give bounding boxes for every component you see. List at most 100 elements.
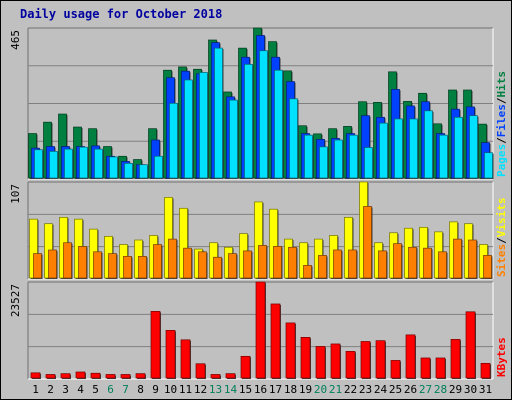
bar-kbytes-day-17 [270, 303, 281, 379]
x-tick-label-day-4: 4 [77, 383, 84, 396]
bar-pages-day-10 [169, 102, 178, 179]
bar-pages-day-12 [199, 72, 208, 179]
bar-pages-day-25 [394, 118, 403, 179]
bar-kbytes-day-1 [30, 372, 41, 379]
page-title: Daily usage for October 2018 [20, 7, 223, 21]
bar-pages-day-29 [454, 116, 463, 179]
bar-sites-day-18 [288, 246, 297, 279]
x-tick-label-day-19: 19 [299, 383, 312, 396]
x-tick-label-day-10: 10 [164, 383, 177, 396]
bar-sites-day-19 [303, 265, 312, 279]
x-tick-label-day-22: 22 [344, 383, 357, 396]
legend-hits: Hits [495, 71, 508, 98]
bar-pages-day-7 [124, 163, 133, 179]
bar-pages-day-5 [94, 148, 103, 179]
bar-sites-day-10 [168, 238, 177, 279]
bar-sites-day-9 [153, 244, 162, 279]
x-tick-label-day-29: 29 [449, 383, 462, 396]
panel-hits-files-pages-ymax-label: 465 [9, 30, 22, 50]
x-tick-label-day-9: 9 [152, 383, 159, 396]
bar-pages-day-30 [469, 115, 478, 179]
bar-kbytes-day-27 [420, 357, 431, 379]
bar-kbytes-day-10 [165, 329, 176, 379]
bar-sites-day-22 [348, 249, 357, 279]
bar-kbytes-day-2 [45, 374, 56, 379]
x-tick-label-day-8: 8 [137, 383, 144, 396]
legend-kbytes: KBytes [495, 337, 508, 377]
bar-sites-day-28 [438, 251, 447, 279]
panel-visits-sites-ymax-label: 107 [9, 184, 22, 204]
bar-kbytes-day-24 [375, 340, 386, 379]
bar-kbytes-day-9 [150, 311, 161, 379]
x-tick-label-day-16: 16 [254, 383, 267, 396]
x-tick-label-day-30: 30 [464, 383, 477, 396]
x-tick-label-day-2: 2 [47, 383, 54, 396]
bar-pages-day-8 [139, 164, 148, 179]
bar-pages-day-11 [184, 79, 193, 179]
bar-kbytes-day-19 [300, 337, 311, 379]
bar-pages-day-17 [274, 69, 283, 179]
bar-sites-day-12 [198, 251, 207, 279]
x-tick-label-day-17: 17 [269, 383, 282, 396]
bar-pages-day-1 [34, 149, 43, 179]
bar-pages-day-24 [379, 122, 388, 179]
x-tick-label-day-25: 25 [389, 383, 402, 396]
bar-sites-day-20 [318, 255, 327, 279]
legend-files: Files [495, 104, 508, 137]
bar-pages-day-18 [289, 98, 298, 179]
bar-sites-day-24 [378, 250, 387, 279]
bar-pages-day-6 [109, 156, 118, 179]
panel-kbytes-ymax-label: 23527 [9, 284, 22, 317]
panel-visits-sites-legend: Sites/Visits [495, 198, 508, 278]
bar-pages-day-9 [154, 155, 163, 179]
bar-pages-day-14 [229, 99, 238, 179]
x-tick-label-day-15: 15 [239, 383, 252, 396]
bar-pages-day-23 [364, 147, 373, 179]
legend-separator: / [495, 97, 508, 104]
x-tick-label-day-6: 6 [107, 383, 114, 396]
bar-sites-day-11 [183, 247, 192, 279]
bar-kbytes-day-4 [75, 371, 86, 379]
bar-sites-day-23 [363, 206, 372, 279]
x-tick-label-day-18: 18 [284, 383, 297, 396]
bar-kbytes-day-11 [180, 339, 191, 379]
panel-kbytes-legend: KBytes [495, 337, 508, 377]
bar-pages-day-20 [319, 146, 328, 179]
bar-sites-day-21 [333, 249, 342, 279]
bar-pages-day-28 [439, 134, 448, 179]
bar-pages-day-15 [244, 64, 253, 179]
x-tick-label-day-7: 7 [122, 383, 129, 396]
x-tick-label-day-13: 13 [209, 383, 222, 396]
bar-kbytes-day-22 [345, 351, 356, 379]
bar-pages-day-21 [334, 139, 343, 179]
legend-sites: Sites [495, 244, 508, 277]
bar-sites-day-31 [483, 255, 492, 279]
bar-kbytes-day-3 [60, 373, 71, 379]
bar-pages-day-31 [484, 152, 493, 179]
bar-pages-day-3 [64, 148, 73, 179]
x-tick-label-day-11: 11 [179, 383, 192, 396]
bar-sites-day-17 [273, 246, 282, 279]
bar-kbytes-day-14 [225, 373, 236, 379]
x-tick-label-day-21: 21 [329, 383, 342, 396]
bar-sites-day-3 [63, 242, 72, 279]
bar-sites-day-2 [48, 249, 57, 279]
bar-kbytes-day-6 [105, 374, 116, 379]
bar-pages-day-4 [79, 146, 88, 179]
x-tick-label-day-14: 14 [224, 383, 238, 396]
bar-sites-day-8 [138, 255, 147, 279]
bar-pages-day-27 [424, 110, 433, 179]
x-tick-label-day-31: 31 [479, 383, 492, 396]
x-tick-label-day-23: 23 [359, 383, 372, 396]
legend-visits: Visits [495, 198, 508, 238]
bar-kbytes-day-20 [315, 346, 326, 379]
bar-sites-day-1 [33, 253, 42, 279]
bar-kbytes-day-8 [135, 373, 146, 379]
bar-kbytes-day-12 [195, 363, 206, 379]
x-tick-label-day-26: 26 [404, 383, 417, 396]
legend-pages: Pages [495, 144, 508, 177]
bar-sites-day-14 [228, 253, 237, 279]
bar-sites-day-6 [108, 253, 117, 279]
